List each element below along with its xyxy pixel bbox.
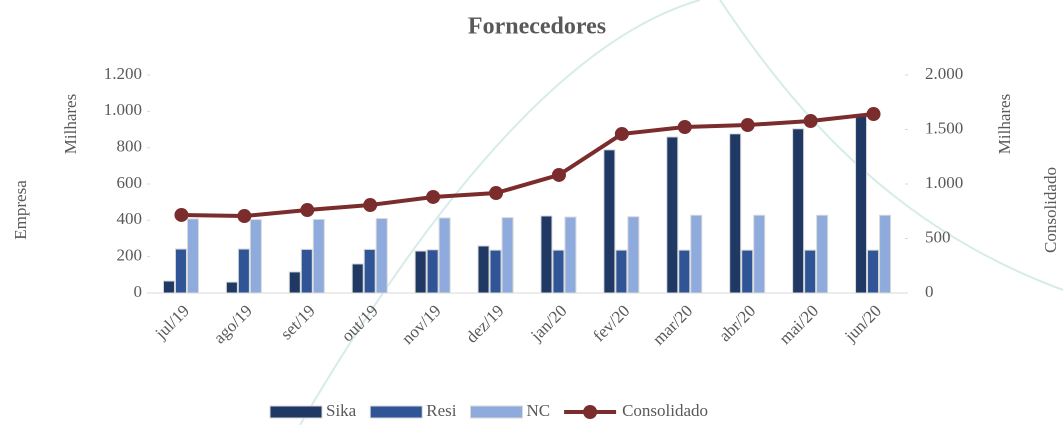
bar (805, 250, 816, 293)
legend-label: Consolidado (622, 401, 708, 420)
y-axis-label: Milhares (61, 94, 80, 154)
legend-swatch (470, 406, 522, 418)
bar (301, 249, 312, 293)
chart: Fornecedores Milhares Empresa Milhares C… (0, 0, 1063, 425)
point (552, 168, 566, 182)
x-tick-label: set/19 (277, 301, 319, 343)
bar (880, 215, 891, 293)
legend-swatch (583, 405, 597, 419)
x-tick-label: mai/20 (775, 301, 822, 348)
point (804, 114, 818, 128)
x-tick-label: mar/20 (649, 301, 696, 348)
x-tick-label: abr/20 (715, 301, 759, 345)
bar (604, 150, 615, 293)
decoration (300, 0, 700, 425)
point (174, 208, 188, 222)
bar (616, 250, 627, 293)
x-tick-label: out/19 (338, 301, 382, 345)
bar (478, 246, 489, 293)
bar (667, 137, 678, 293)
bar (856, 116, 867, 293)
point (363, 198, 377, 212)
y2-tick-label: 0 (925, 282, 934, 301)
y-tick-label: 600 (117, 173, 143, 192)
point (300, 203, 314, 217)
bar (364, 249, 375, 293)
bar (691, 215, 702, 293)
y-tick-label: 200 (117, 246, 143, 265)
y-tick-label: 800 (117, 137, 143, 156)
line (181, 114, 873, 216)
bar (238, 249, 249, 293)
legend-swatch (270, 406, 322, 418)
point (426, 190, 440, 204)
y2-tick-label: 2.000 (925, 64, 963, 83)
point (237, 209, 251, 223)
bar (754, 215, 765, 293)
bar (175, 249, 186, 293)
legend-label: Sika (326, 401, 357, 420)
bar (376, 219, 387, 293)
bar (817, 215, 828, 293)
bar (502, 218, 513, 293)
bar (868, 250, 879, 293)
bar (439, 218, 450, 293)
bar (415, 251, 426, 293)
y2-tick-label: 1.500 (925, 118, 963, 137)
point (615, 127, 629, 141)
bar (730, 134, 741, 293)
bar (313, 219, 324, 293)
bar (352, 264, 363, 293)
legend-label: Resi (426, 401, 457, 420)
x-tick-label: nov/19 (398, 301, 445, 348)
legend-swatch (370, 406, 422, 418)
bar (490, 250, 501, 293)
y-tick-label: 1.000 (104, 100, 142, 119)
bar (679, 250, 690, 293)
x-tick-label: dez/19 (462, 301, 507, 346)
point (741, 118, 755, 132)
chart-title: Fornecedores (468, 14, 606, 40)
x-tick-label: jul/19 (151, 301, 193, 343)
bar (565, 217, 576, 293)
y2-tick-label: 500 (925, 227, 951, 246)
bar (163, 281, 174, 293)
bar (250, 220, 261, 293)
bar (742, 250, 753, 293)
x-tick-label: jan/20 (526, 301, 570, 345)
point (489, 186, 503, 200)
bar (553, 250, 564, 293)
y-tick-label: 0 (134, 282, 143, 301)
bar (226, 282, 237, 293)
bar (187, 219, 198, 293)
bar (289, 272, 300, 293)
bar (793, 129, 804, 293)
y-tick-label: 1.200 (104, 64, 142, 83)
legend-label: NC (526, 401, 550, 420)
bar (541, 216, 552, 293)
x-tick-label: ago/19 (210, 301, 256, 347)
x-tick-label: fev/20 (589, 301, 633, 345)
point (678, 120, 692, 134)
bar (427, 250, 438, 293)
x-tick-label: jun/20 (840, 301, 885, 346)
point (867, 107, 881, 121)
y-axis-title: Empresa (11, 180, 30, 240)
y-tick-label: 400 (117, 209, 143, 228)
y2-axis-label: Milhares (995, 94, 1014, 154)
y2-tick-label: 1.000 (925, 173, 963, 192)
bar (628, 217, 639, 293)
y2-axis-title: Consolidado (1041, 167, 1060, 253)
